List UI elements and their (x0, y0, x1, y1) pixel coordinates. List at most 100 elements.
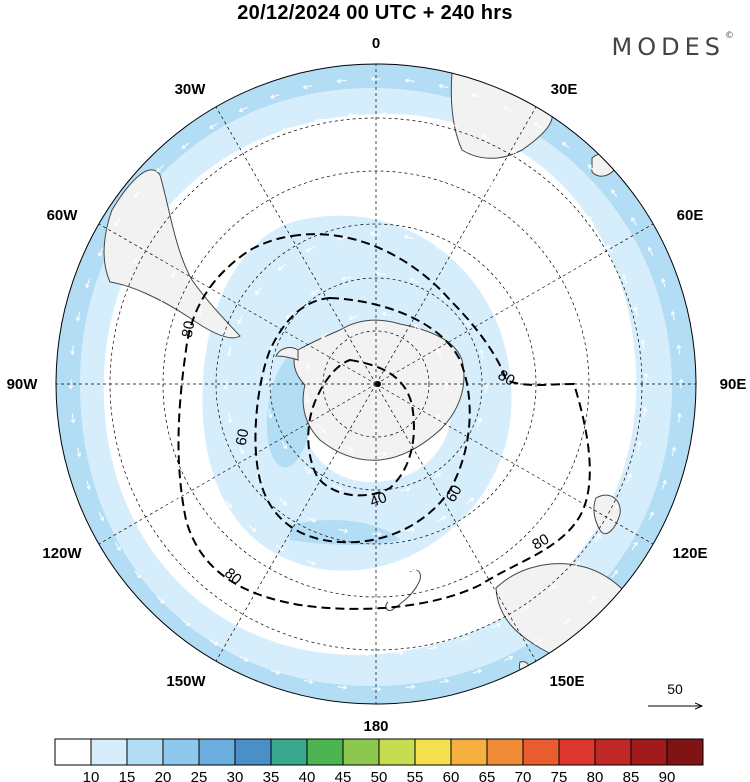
wind-arrow (643, 372, 649, 383)
wind-arrow (156, 596, 165, 604)
wind-arrow (364, 611, 375, 617)
wind-arrow (594, 443, 600, 453)
wind-arrow (489, 285, 497, 294)
colorbar-label: 70 (515, 769, 532, 782)
wind-arrow (371, 531, 382, 537)
wind-arrow (626, 473, 632, 483)
colorbar-swatch (90, 738, 128, 766)
colorbar-label: 85 (623, 769, 640, 782)
wind-arrow (371, 686, 382, 692)
wind-band-inner-vortex (202, 215, 512, 571)
lon-label-180: 180 (363, 718, 388, 735)
wind-arrow (179, 569, 187, 577)
colorbar-label: 45 (335, 769, 352, 782)
meridian-line (215, 106, 377, 385)
wind-arrow (539, 169, 548, 176)
wind-arrow (348, 315, 358, 321)
lon-label-0: 0 (372, 35, 380, 52)
wind-arrow (321, 332, 329, 340)
wind-arrow (267, 408, 273, 419)
wind-arrow (239, 569, 249, 576)
wind-arrow (270, 669, 281, 675)
brand-mark: © (725, 31, 734, 41)
wind-arrow (588, 595, 596, 604)
colorbar-label: 55 (407, 769, 424, 782)
lon-label-90e: 90E (720, 376, 747, 393)
wind-arrow (415, 115, 426, 120)
wind-arrow (600, 343, 606, 354)
wind-arrow (490, 472, 498, 481)
wind-arrow (314, 117, 325, 123)
colorbar-label: 65 (479, 769, 496, 782)
wind-arrow (440, 294, 449, 302)
wind-arrow (98, 512, 105, 522)
colorbar-swatch (666, 738, 704, 766)
colorbar-label: 50 (371, 769, 388, 782)
wind-vectors (68, 76, 684, 692)
wind-arrow (393, 650, 404, 656)
wind-arrow (110, 317, 116, 328)
wind-arrow (209, 122, 218, 129)
wind-arrow (463, 592, 473, 598)
wind-arrow (678, 378, 684, 389)
wind-arrow (545, 532, 553, 540)
wind-arrow (344, 446, 354, 452)
colorbar-label: 75 (551, 769, 568, 782)
wind-arrow (413, 324, 422, 331)
wind-arrow (305, 360, 311, 370)
wind-arrow (661, 479, 667, 490)
wind-arrow (348, 112, 359, 118)
meridian-line (375, 106, 537, 385)
meridian-line (375, 383, 654, 545)
wind-arrow (631, 541, 638, 551)
wind-arrow (151, 225, 158, 235)
wind-arrow (157, 543, 165, 552)
wind-arrow (318, 199, 329, 204)
wind-arrow (211, 216, 219, 224)
wind-arrow (438, 83, 449, 89)
wind-arrow (181, 142, 190, 149)
wind-arrow (476, 417, 482, 427)
wind-arrow (114, 217, 121, 227)
wind-arrow (562, 142, 570, 149)
wind-arrow (70, 345, 76, 356)
wind-arrow (676, 412, 682, 423)
wind-arrow (375, 271, 386, 277)
wind-arrow (182, 619, 190, 626)
wind-arrow (206, 471, 213, 481)
wind-arrow (157, 299, 163, 309)
wind-arrow (542, 225, 550, 233)
colorbar-label: 40 (299, 769, 316, 782)
wind-arrow (472, 669, 482, 674)
colorbar-swatch (342, 738, 380, 766)
colorbar-label: 25 (191, 769, 208, 782)
colorbar: 10 15 20 25 30 35 40 45 50 55 60 65 70 75 80 85 90 (54, 738, 704, 782)
wind-arrow (670, 310, 676, 321)
colorbar-label: 80 (587, 769, 604, 782)
meridian-line (375, 383, 537, 662)
colorbar-label: 15 (119, 769, 136, 782)
wind-arrow (521, 606, 530, 612)
colorbar-swatch (450, 738, 488, 766)
wind-arrow (306, 560, 316, 566)
colorbar-swatch (630, 738, 668, 766)
wind-arrow (522, 497, 529, 506)
land-antarctic-peninsula (275, 347, 299, 361)
wind-arrow (498, 522, 507, 530)
wind-arrow (237, 315, 244, 325)
wind-arrow (75, 311, 81, 322)
wind-arrow (471, 93, 482, 99)
wind-arrow (318, 424, 326, 434)
colorbar-label: 35 (263, 769, 280, 782)
wind-arrow (381, 111, 392, 117)
wind-arrow (254, 287, 262, 296)
wind-arrow (336, 78, 347, 84)
wind-arrow (565, 191, 573, 199)
wind-arrow (642, 406, 648, 417)
wind-arrow (331, 608, 342, 614)
wind-arrow (134, 190, 141, 198)
wind-arrow (139, 514, 146, 524)
wind-arrow (303, 466, 312, 474)
wind-arrow (508, 313, 514, 323)
wind-arrow (148, 331, 154, 341)
